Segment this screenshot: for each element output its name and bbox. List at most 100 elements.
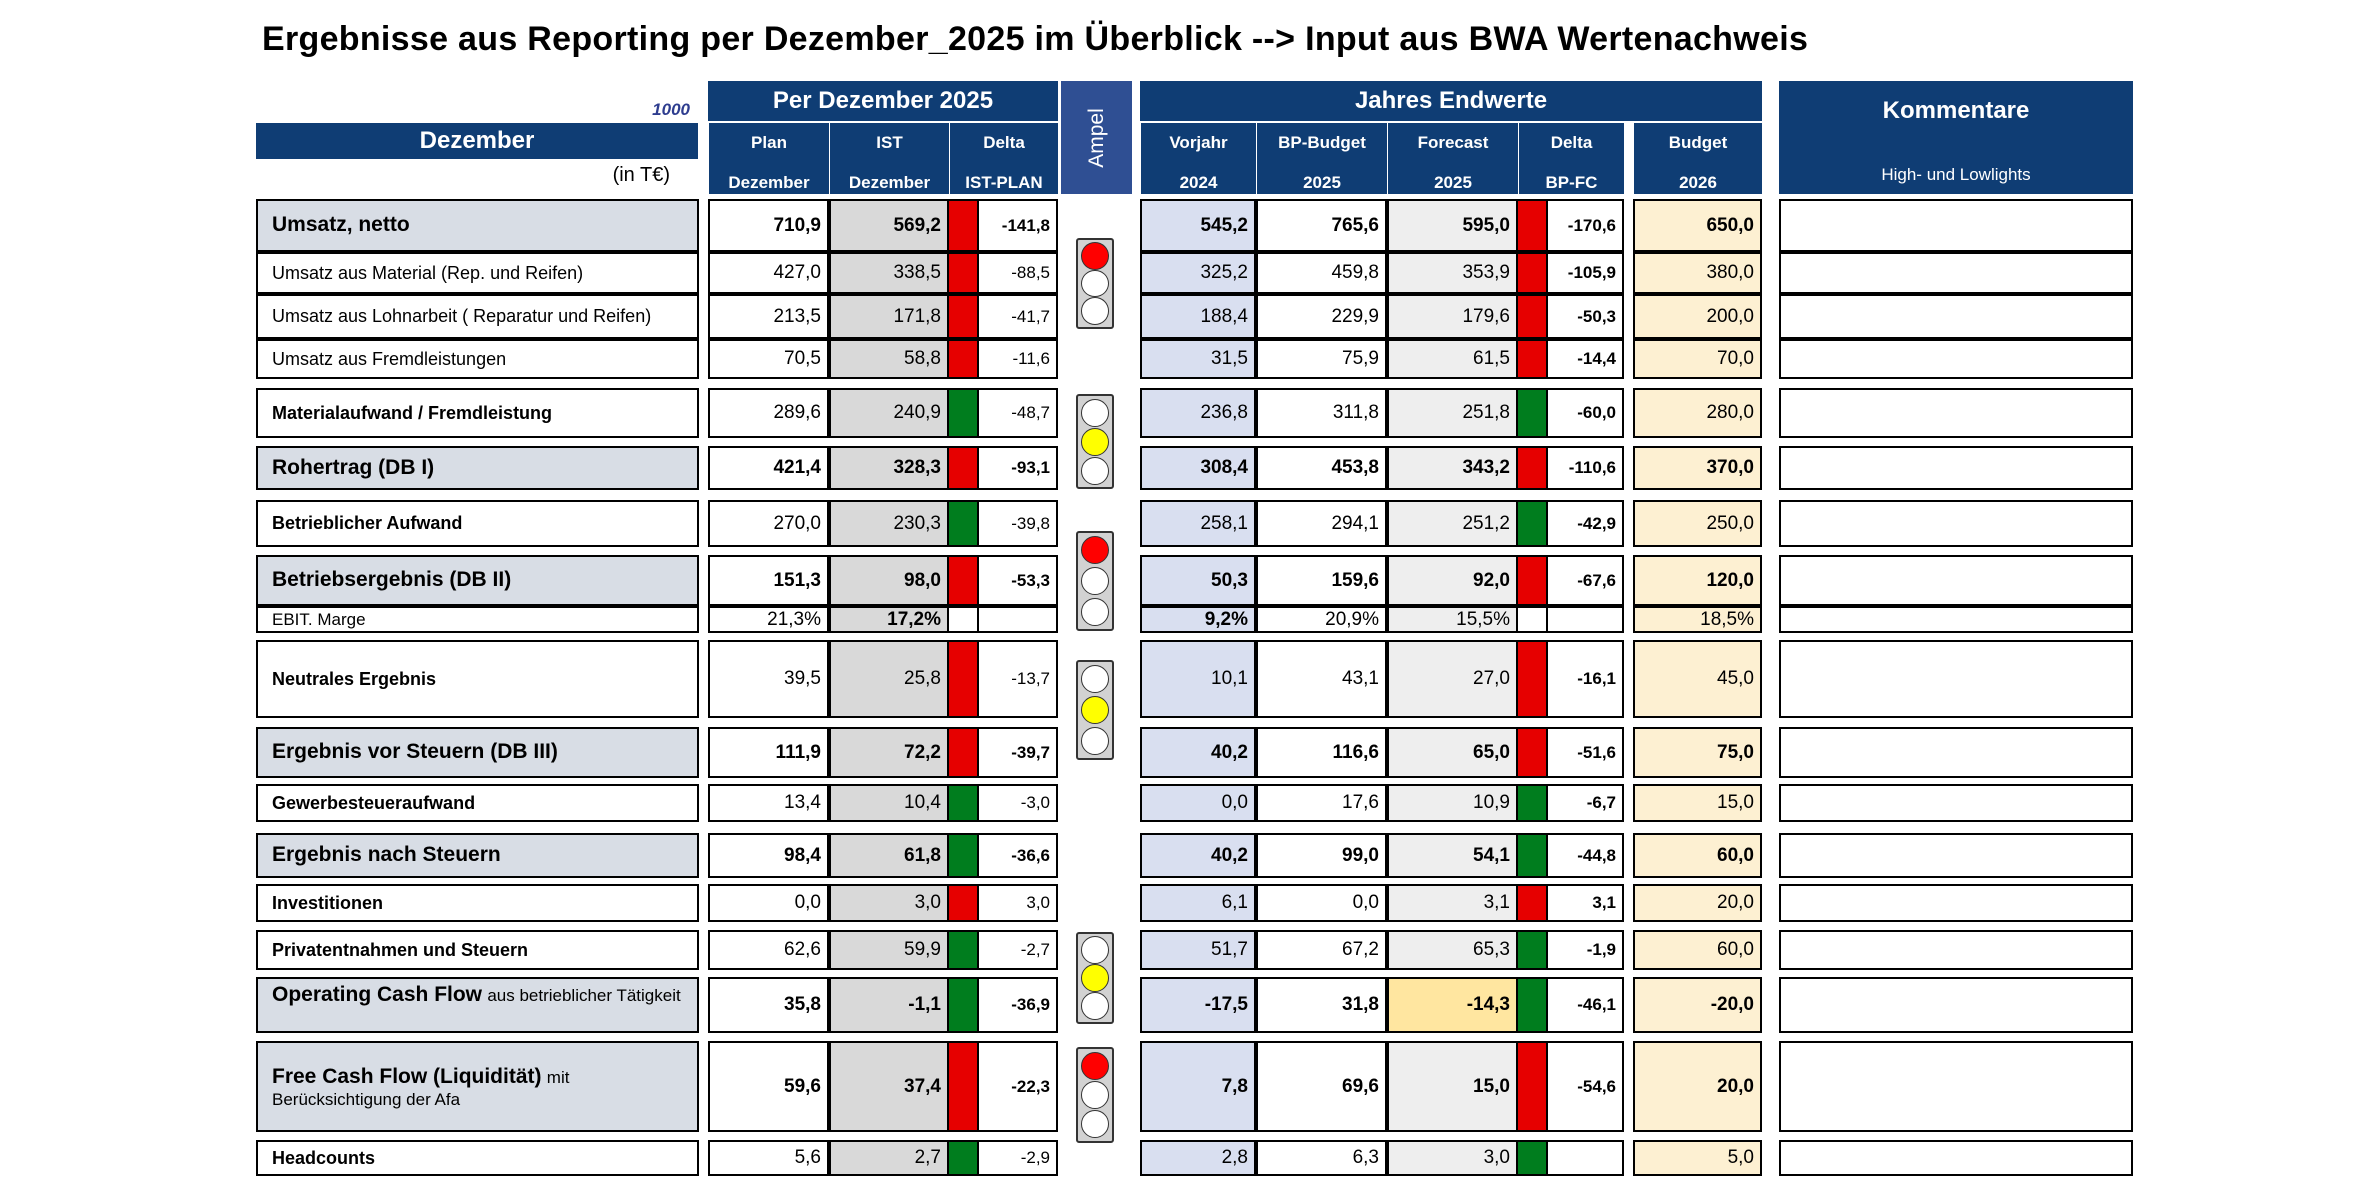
- delta-value: -39,7: [977, 727, 1058, 778]
- delta-bp-fc-value: -44,8: [1546, 833, 1624, 878]
- traffic-light-lamp: [1081, 964, 1109, 992]
- traffic-light: [1076, 932, 1114, 1024]
- budget-value: 370,0: [1633, 446, 1762, 490]
- plan-value: 111,9: [708, 727, 829, 778]
- table-row: EBIT. Marge 21,3% 17,2% 9,2% 20,9% 15,5% 18,5%: [0, 606, 2362, 633]
- delta-bp-fc-value: -54,6: [1546, 1041, 1624, 1132]
- plan-value: 39,5: [708, 640, 829, 718]
- row-label: Neutrales Ergebnis: [256, 640, 699, 718]
- bp-budget-value: 765,6: [1256, 199, 1387, 252]
- status-flag: [1518, 339, 1546, 379]
- plan-value: 427,0: [708, 252, 829, 294]
- vorjahr-value: 2,8: [1140, 1140, 1256, 1176]
- vorjahr-value: 40,2: [1140, 833, 1256, 878]
- comment-cell[interactable]: [1779, 977, 2133, 1033]
- budget-value: 20,0: [1633, 884, 1762, 922]
- status-flag: [949, 199, 977, 252]
- comment-cell[interactable]: [1779, 388, 2133, 438]
- status-flag: [1518, 930, 1546, 970]
- traffic-light: [1076, 531, 1114, 631]
- table-row: Gewerbesteueraufwand 13,4 10,4 -3,0 0,0 17,6 1…: [0, 784, 2362, 822]
- delta-bp-fc-value: -42,9: [1546, 500, 1624, 547]
- comment-cell[interactable]: [1779, 1140, 2133, 1176]
- delta-bp-fc-value: [1546, 606, 1624, 633]
- table-row: Umsatz, netto 710,9 569,2 -141,8 545,2 765,6 5…: [0, 199, 2362, 252]
- delta-bp-fc-value: -46,1: [1546, 977, 1624, 1033]
- budget-value: 60,0: [1633, 930, 1762, 970]
- column-header-3: Vorjahr 2024: [1140, 123, 1256, 194]
- table-row: Investitionen 0,0 3,0 3,0 6,1 0,0 3,1 3,1 20,0: [0, 884, 2362, 922]
- status-flag: [1518, 252, 1546, 294]
- budget-value: -20,0: [1633, 977, 1762, 1033]
- forecast-value: 595,0: [1387, 199, 1518, 252]
- vorjahr-value: 10,1: [1140, 640, 1256, 718]
- status-flag: [1518, 1140, 1546, 1176]
- status-flag: [1518, 727, 1546, 778]
- vorjahr-value: -17,5: [1140, 977, 1256, 1033]
- plan-value: 270,0: [708, 500, 829, 547]
- budget-value: 650,0: [1633, 199, 1762, 252]
- status-flag: [949, 1041, 977, 1132]
- forecast-value: 179,6: [1387, 294, 1518, 339]
- column-header-2: Delta IST-PLAN: [949, 123, 1058, 194]
- comment-cell[interactable]: [1779, 500, 2133, 547]
- delta-value: -11,6: [977, 339, 1058, 379]
- forecast-value: 10,9: [1387, 784, 1518, 822]
- ist-value: 17,2%: [829, 606, 949, 633]
- vorjahr-value: 0,0: [1140, 784, 1256, 822]
- delta-value: -48,7: [977, 388, 1058, 438]
- comment-cell[interactable]: [1779, 294, 2133, 339]
- traffic-light-lamp: [1081, 269, 1109, 298]
- status-flag: [1518, 640, 1546, 718]
- delta-bp-fc-value: -60,0: [1546, 388, 1624, 438]
- comment-cell[interactable]: [1779, 727, 2133, 778]
- table-row: Ergebnis vor Steuern (DB III) 111,9 72,2 -3…: [0, 727, 2362, 778]
- forecast-value: 353,9: [1387, 252, 1518, 294]
- traffic-light-lamp: [1081, 536, 1109, 565]
- forecast-value: 54,1: [1387, 833, 1518, 878]
- row-label: Headcounts: [256, 1140, 699, 1176]
- delta-value: -13,7: [977, 640, 1058, 718]
- traffic-light-lamp: [1081, 726, 1109, 755]
- column-header-7: Budget 2026: [1633, 123, 1762, 194]
- ist-value: 61,8: [829, 833, 949, 878]
- table-row: Materialaufwand / Fremdleistung 289,6 240,…: [0, 388, 2362, 438]
- comment-cell[interactable]: [1779, 606, 2133, 633]
- status-flag: [949, 339, 977, 379]
- group-header-ampel: Ampel: [1061, 81, 1132, 194]
- comment-cell[interactable]: [1779, 199, 2133, 252]
- plan-value: 70,5: [708, 339, 829, 379]
- bp-budget-value: 453,8: [1256, 446, 1387, 490]
- comment-cell[interactable]: [1779, 640, 2133, 718]
- budget-value: 380,0: [1633, 252, 1762, 294]
- table-row: Headcounts 5,6 2,7 -2,9 2,8 6,3 3,0 5,0: [0, 1140, 2362, 1176]
- row-label: EBIT. Marge: [256, 606, 699, 633]
- status-flag: [949, 294, 977, 339]
- comment-cell[interactable]: [1779, 930, 2133, 970]
- status-flag: [949, 555, 977, 606]
- comment-cell[interactable]: [1779, 884, 2133, 922]
- plan-value: 5,6: [708, 1140, 829, 1176]
- comment-cell[interactable]: [1779, 252, 2133, 294]
- comment-cell[interactable]: [1779, 784, 2133, 822]
- column-header-0: Plan Dezember: [708, 123, 829, 194]
- vorjahr-value: 545,2: [1140, 199, 1256, 252]
- comment-cell[interactable]: [1779, 833, 2133, 878]
- budget-value: 15,0: [1633, 784, 1762, 822]
- budget-value: 75,0: [1633, 727, 1762, 778]
- comment-cell[interactable]: [1779, 555, 2133, 606]
- delta-value: -141,8: [977, 199, 1058, 252]
- comment-cell[interactable]: [1779, 446, 2133, 490]
- forecast-value: 3,0: [1387, 1140, 1518, 1176]
- ist-value: 3,0: [829, 884, 949, 922]
- comment-cell[interactable]: [1779, 1041, 2133, 1132]
- ist-value: 230,3: [829, 500, 949, 547]
- bp-budget-value: 20,9%: [1256, 606, 1387, 633]
- ist-value: 37,4: [829, 1041, 949, 1132]
- comment-cell[interactable]: [1779, 339, 2133, 379]
- traffic-light-lamp: [1081, 427, 1109, 456]
- bp-budget-value: 311,8: [1256, 388, 1387, 438]
- month-header: Dezember: [256, 123, 698, 159]
- forecast-value: 251,8: [1387, 388, 1518, 438]
- budget-value: 200,0: [1633, 294, 1762, 339]
